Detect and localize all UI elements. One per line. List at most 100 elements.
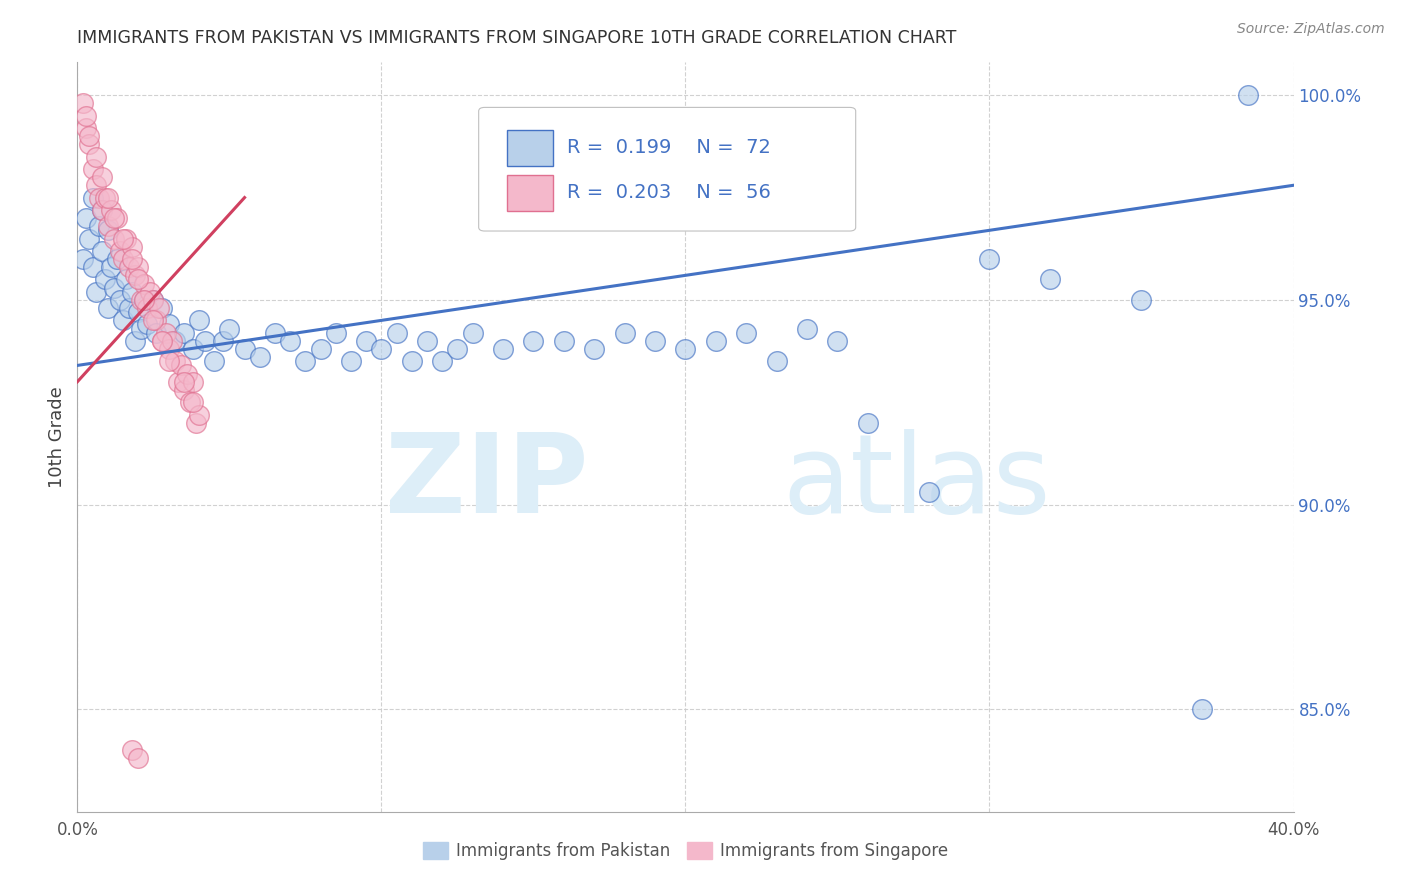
Point xyxy=(142,293,165,307)
Point xyxy=(103,231,125,245)
Point xyxy=(121,240,143,254)
Point xyxy=(181,375,204,389)
Point xyxy=(103,211,125,225)
Point xyxy=(97,190,120,204)
Point xyxy=(325,326,347,340)
Point xyxy=(152,301,174,315)
Text: R =  0.203    N =  56: R = 0.203 N = 56 xyxy=(568,184,772,202)
Point xyxy=(90,244,112,258)
Point xyxy=(157,342,180,356)
Point xyxy=(157,318,180,332)
Point xyxy=(87,190,110,204)
Point xyxy=(170,359,193,373)
Point xyxy=(121,743,143,757)
Point xyxy=(118,301,141,315)
Point xyxy=(1039,272,1062,286)
Point xyxy=(233,342,256,356)
Point xyxy=(136,318,159,332)
Point xyxy=(75,120,97,135)
Point xyxy=(152,334,174,348)
Point xyxy=(704,334,727,348)
Point xyxy=(97,219,120,234)
Point xyxy=(115,272,138,286)
Point xyxy=(111,252,134,266)
Point xyxy=(84,285,107,299)
Text: atlas: atlas xyxy=(783,428,1052,535)
Text: Source: ZipAtlas.com: Source: ZipAtlas.com xyxy=(1237,22,1385,37)
Point xyxy=(75,109,97,123)
Point xyxy=(127,260,149,275)
Point xyxy=(124,268,146,283)
Point xyxy=(121,285,143,299)
Point xyxy=(72,96,94,111)
Point xyxy=(152,334,174,348)
Point xyxy=(105,252,128,266)
Point xyxy=(218,321,240,335)
Point xyxy=(385,326,408,340)
FancyBboxPatch shape xyxy=(478,107,856,231)
Point xyxy=(111,231,134,245)
Point xyxy=(97,223,120,237)
Point xyxy=(202,354,225,368)
Point xyxy=(84,150,107,164)
Point xyxy=(492,342,515,356)
Point xyxy=(127,272,149,286)
Point xyxy=(121,252,143,266)
Point xyxy=(127,305,149,319)
Point xyxy=(446,342,468,356)
Point xyxy=(90,202,112,217)
FancyBboxPatch shape xyxy=(506,130,553,166)
Point xyxy=(84,178,107,193)
Point xyxy=(100,260,122,275)
Point xyxy=(105,211,128,225)
Point xyxy=(118,260,141,275)
Point xyxy=(179,395,201,409)
Point xyxy=(264,326,287,340)
Point xyxy=(129,321,152,335)
Point xyxy=(416,334,439,348)
Text: ZIP: ZIP xyxy=(385,428,588,535)
Point xyxy=(142,293,165,307)
Point xyxy=(157,354,180,368)
Point xyxy=(87,219,110,234)
Point xyxy=(79,129,101,144)
Legend: Immigrants from Pakistan, Immigrants from Singapore: Immigrants from Pakistan, Immigrants fro… xyxy=(416,836,955,867)
Point xyxy=(148,301,170,315)
Point xyxy=(82,260,104,275)
Point xyxy=(145,326,167,340)
Point xyxy=(93,272,115,286)
Point xyxy=(139,285,162,299)
Point xyxy=(401,354,423,368)
Point xyxy=(553,334,575,348)
Point xyxy=(309,342,332,356)
Point xyxy=(72,252,94,266)
Text: R =  0.199    N =  72: R = 0.199 N = 72 xyxy=(568,138,772,157)
Point xyxy=(155,326,177,340)
Point xyxy=(918,485,941,500)
Point xyxy=(212,334,235,348)
Point xyxy=(173,326,195,340)
Text: IMMIGRANTS FROM PAKISTAN VS IMMIGRANTS FROM SINGAPORE 10TH GRADE CORRELATION CHA: IMMIGRANTS FROM PAKISTAN VS IMMIGRANTS F… xyxy=(77,29,956,47)
Point xyxy=(1130,293,1153,307)
Point xyxy=(75,211,97,225)
Point xyxy=(613,326,636,340)
Point xyxy=(142,313,165,327)
FancyBboxPatch shape xyxy=(506,175,553,211)
Point xyxy=(111,313,134,327)
Point xyxy=(249,350,271,364)
Point xyxy=(1191,702,1213,716)
Point xyxy=(82,190,104,204)
Point xyxy=(79,137,101,152)
Point xyxy=(127,751,149,765)
Point xyxy=(166,375,188,389)
Point xyxy=(160,334,183,348)
Point xyxy=(294,354,316,368)
Point xyxy=(827,334,849,348)
Point xyxy=(124,334,146,348)
Point xyxy=(979,252,1001,266)
Point xyxy=(644,334,666,348)
Point xyxy=(100,202,122,217)
Point xyxy=(430,354,453,368)
Point xyxy=(370,342,392,356)
Point xyxy=(97,301,120,315)
